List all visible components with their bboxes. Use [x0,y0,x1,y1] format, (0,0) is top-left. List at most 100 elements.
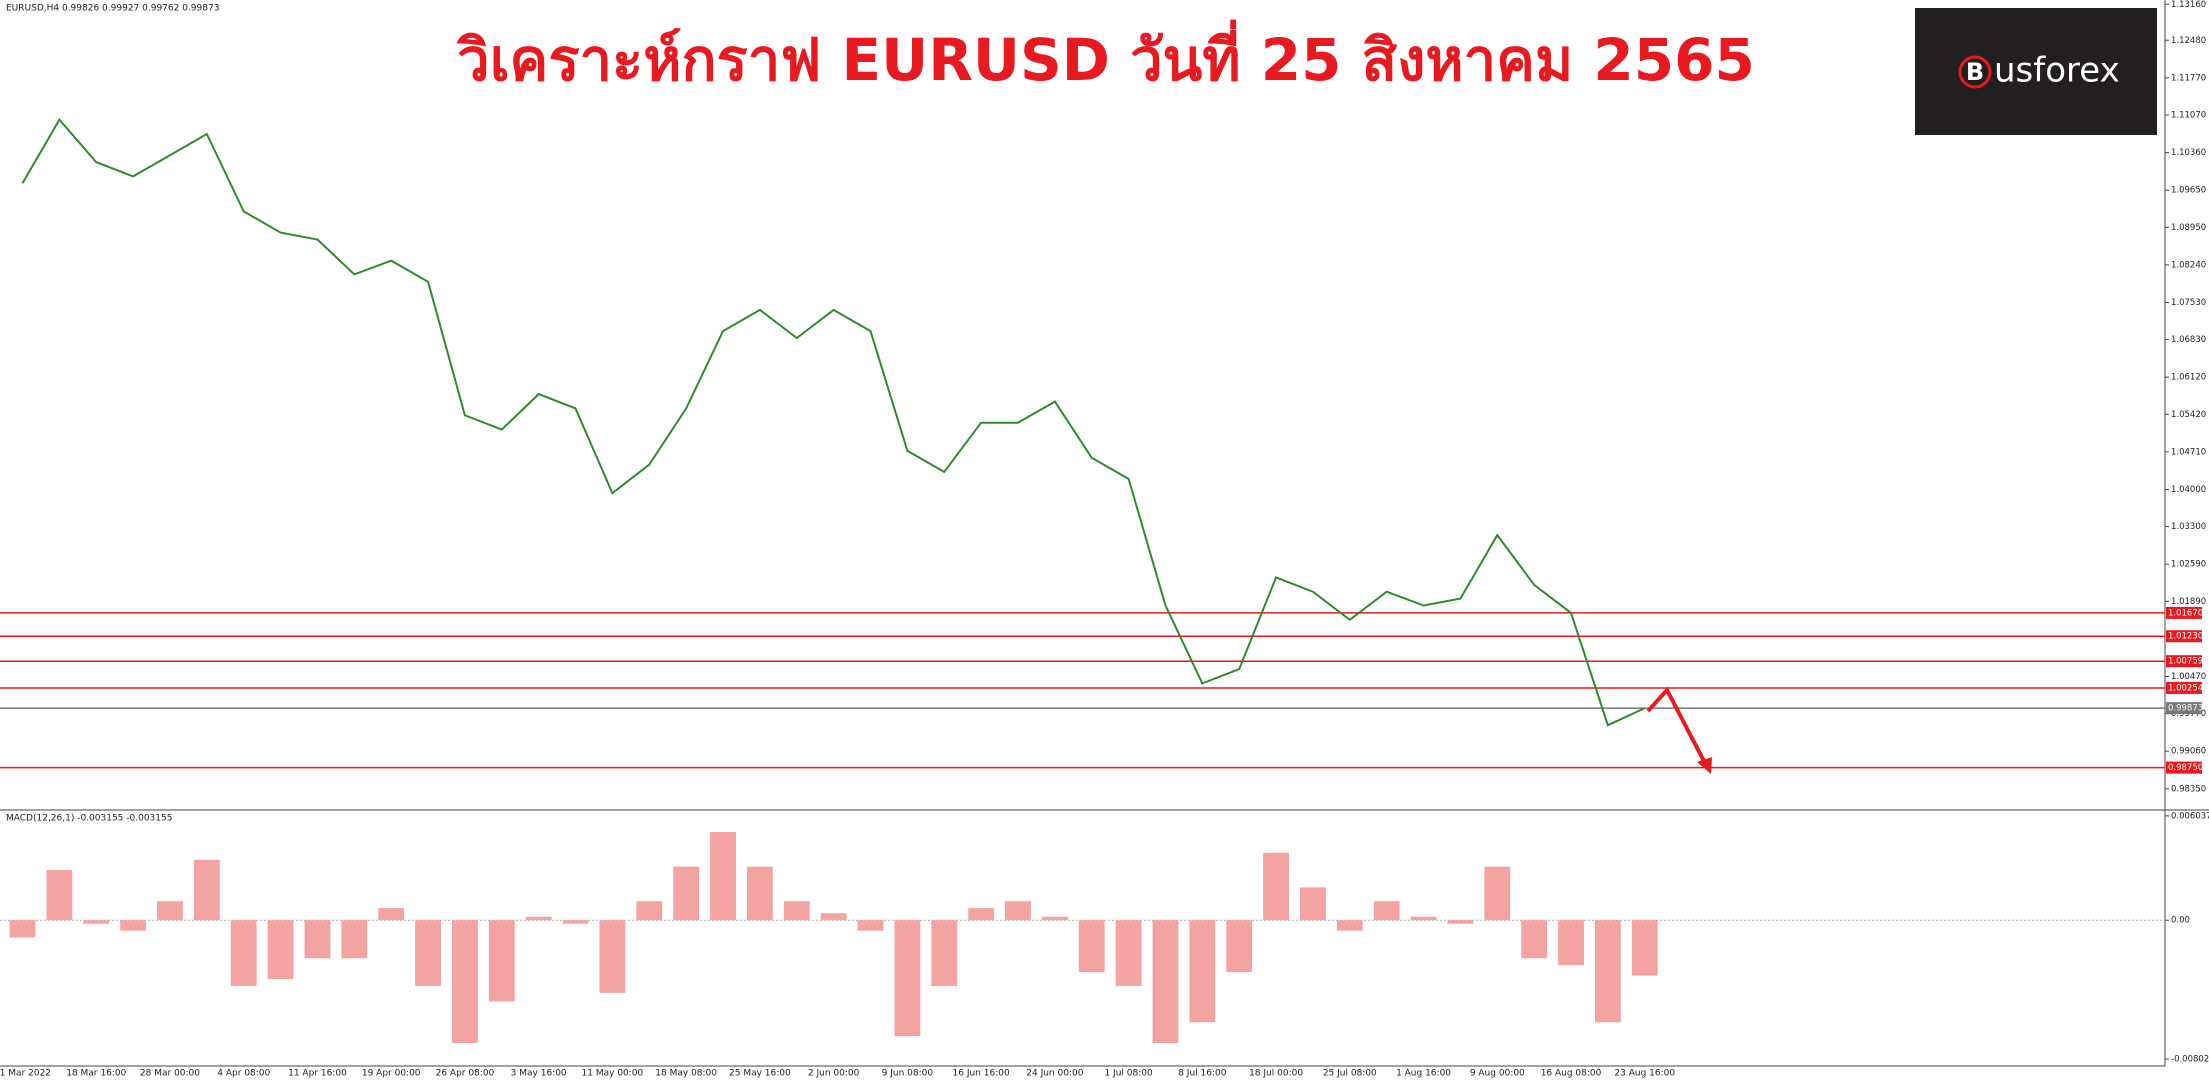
logo: B usforex [1915,8,2157,135]
symbol-header: EURUSD,H4 0.99826 0.99927 0.99762 0.9987… [6,4,219,14]
x-tick-label: 23 Aug 16:00 [1614,1069,1675,1079]
macd-bar [1558,920,1584,966]
macd-bar [415,920,441,986]
x-tick-label: 11 May 00:00 [582,1069,644,1079]
macd-bar [1521,920,1548,959]
y-tick-label: 1.06830 [2171,335,2206,345]
x-tick-label: 11 Mar 2022 [0,1069,51,1079]
x-tick-label: 25 May 16:00 [729,1069,791,1079]
logo-box [1915,8,2157,135]
macd-bar [1005,901,1031,921]
level-label-bg [2166,655,2202,668]
x-tick-label: 1 Jul 08:00 [1104,1069,1153,1079]
chart-title: วิเคราะห์กราฟ EURUSD วันที่ 25 สิงหาคม 2… [456,19,1755,94]
macd-bar [525,916,552,921]
logo-icon [1958,55,1992,89]
macd-bar [710,832,736,921]
macd-bar [83,920,110,924]
macd-bar [1300,887,1326,921]
macd-bar [1410,916,1437,921]
macd-bar [46,870,73,921]
price-line [21,117,1646,727]
macd-bar [304,920,331,959]
x-tick-label: 3 May 16:00 [511,1069,567,1079]
x-tick-label: 16 Jun 16:00 [953,1069,1010,1079]
macd-bar [378,908,405,921]
macd-bar [267,920,294,980]
y-tick-label: 1.06120 [2171,373,2206,383]
y-tick-label: 1.11070 [2171,110,2206,120]
macd-bar [968,908,995,921]
macd-bar [1631,920,1658,976]
x-tick-label: 9 Aug 00:00 [1470,1069,1525,1079]
x-tick-label: 18 Mar 16:00 [66,1069,126,1079]
macd-bar [1041,916,1068,921]
y-tick-label: 1.11770 [2171,73,2206,83]
x-tick-label: 2 Jun 00:00 [808,1069,860,1079]
macd-bar [673,866,700,921]
y-tick-label: 0.006037 [2171,811,2209,821]
y-tick-label: 1.04000 [2171,485,2206,495]
level-label-bg [2166,761,2202,774]
macd-bar [636,901,663,921]
macd-bar [857,920,884,931]
x-tick-label: 18 May 08:00 [655,1069,717,1079]
macd-bar [599,920,626,993]
y-tick-label: -0.008026 [2171,1055,2209,1065]
y-tick-label: 0.99060 [2171,747,2206,757]
y-tick-label: 1.09650 [2171,186,2206,196]
macd-bar [230,920,257,986]
macd-bar [1484,866,1511,921]
macd-bar [157,901,183,921]
macd-bar [746,866,773,921]
level-label-bg [2166,630,2202,643]
x-tick-label: 9 Jun 08:00 [882,1069,934,1079]
y-tick-label: 1.10360 [2171,148,2206,158]
y-tick-label: 1.03300 [2171,522,2206,532]
y-tick-label: 1.08240 [2171,260,2206,270]
level-label: 1.01230 [2168,632,2203,642]
x-tick-label: 25 Jul 08:00 [1323,1069,1377,1079]
logo-text: usforex [1994,51,2120,91]
macd-bar [341,920,368,959]
y-tick-label: 1.04710 [2171,447,2206,457]
macd-bar [562,920,589,924]
x-tick-label: 28 Mar 00:00 [140,1069,200,1079]
x-tick-label: 11 Apr 16:00 [288,1069,347,1079]
macd-bar [1447,920,1474,924]
level-label: 0.99873 [2168,704,2203,714]
macd-bar [783,901,810,921]
macd-bar [1373,901,1400,921]
macd-bar [193,859,220,921]
macd-bar [1336,920,1363,931]
forecast-arrowhead [1697,757,1712,774]
macd-bar [1226,920,1253,973]
macd-bar [452,920,478,1043]
logo-icon-letter: B [1966,58,1984,86]
level-label-bg [2166,702,2202,715]
x-tick-label: 26 Apr 08:00 [436,1069,495,1079]
macd-bar [931,920,958,986]
level-label: 1.01670 [2168,608,2203,618]
level-label: 0.98750 [2168,763,2203,773]
x-tick-label: 16 Aug 08:00 [1541,1069,1602,1079]
macd-bar [9,920,36,938]
macd-bar [1263,852,1289,921]
macd-label: MACD(12,26,1) -0.003155 -0.003155 [6,814,172,824]
y-tick-label: 1.12480 [2171,36,2206,46]
level-label: 1.00254 [2168,683,2203,693]
y-tick-label: 0.00 [2171,916,2190,926]
macd-bar [120,920,147,931]
y-tick-label: 1.13160 [2171,0,2206,10]
x-tick-label: 8 Jul 16:00 [1178,1069,1227,1079]
macd-bar [894,920,921,1037]
macd-bar [1189,920,1216,1023]
x-tick-label: 19 Apr 00:00 [362,1069,421,1079]
macd-bar [1115,920,1142,986]
macd-bar [1595,920,1621,1023]
level-label-bg [2166,681,2202,694]
level-label: 1.00759 [2168,657,2203,667]
x-tick-label: 1 Aug 16:00 [1396,1069,1451,1079]
